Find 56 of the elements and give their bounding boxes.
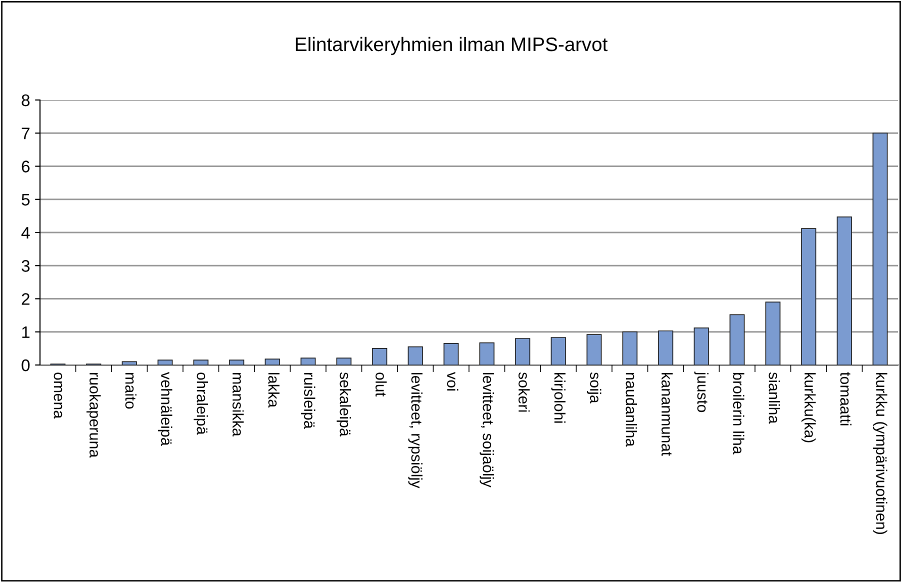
y-tick-label: 5 bbox=[22, 194, 30, 206]
y-tick-label: 1 bbox=[22, 326, 30, 338]
y-tick-label: 2 bbox=[22, 293, 30, 305]
chart-title: Elintarvikeryhmien ilman MIPS-arvot bbox=[296, 36, 608, 56]
bar bbox=[658, 330, 674, 365]
x-tick-label: kananmunat bbox=[662, 372, 673, 456]
bar bbox=[264, 358, 280, 365]
bar bbox=[586, 334, 602, 365]
y-tick-label: 6 bbox=[22, 160, 30, 172]
y-tick-label: 0 bbox=[22, 359, 30, 372]
bar bbox=[479, 342, 494, 365]
x-tick-label: naudanliha bbox=[626, 372, 637, 447]
x-tick-label: ruokaperuna bbox=[86, 372, 101, 458]
y-tick-label: 3 bbox=[22, 260, 30, 272]
x-tick-label: mansikka bbox=[232, 372, 244, 436]
bar bbox=[801, 228, 816, 365]
x-tick-label: voi bbox=[447, 372, 458, 390]
x-tick-label: vehnäleipä bbox=[158, 372, 172, 446]
bar bbox=[193, 360, 208, 365]
y-tick-label: 4 bbox=[21, 227, 30, 239]
x-tick-label: sianliha bbox=[768, 372, 780, 424]
bar bbox=[694, 327, 709, 365]
x-tick-label: levitteet, soijaöljy bbox=[480, 372, 494, 488]
bar bbox=[730, 314, 745, 365]
y-tick-label: 7 bbox=[22, 128, 30, 140]
bar bbox=[300, 358, 316, 365]
x-tick-label: ruisleipä bbox=[301, 372, 316, 429]
bar bbox=[158, 360, 173, 365]
bar bbox=[515, 338, 530, 365]
bar bbox=[550, 337, 566, 365]
x-tick-label: sekaleipä bbox=[336, 372, 351, 436]
x-tick-label: lakka bbox=[268, 372, 280, 408]
x-tick-label: levitteet, rypsiöljy bbox=[408, 372, 422, 488]
x-tick-label: maito bbox=[125, 372, 136, 409]
bar bbox=[122, 361, 137, 365]
bar bbox=[622, 331, 638, 365]
x-tick-label: kurkku (ympärivuotinen) bbox=[873, 372, 888, 534]
bar bbox=[444, 343, 459, 365]
bar bbox=[372, 348, 388, 365]
x-tick-label: broilerin liha bbox=[733, 372, 744, 454]
x-tick-label: soija bbox=[587, 372, 602, 404]
x-tick-label: kirjolohi bbox=[551, 372, 566, 423]
x-tick-label: ohraleipä bbox=[194, 372, 208, 435]
bar bbox=[408, 346, 423, 365]
bar bbox=[872, 132, 888, 365]
x-tick-label: tomaatti bbox=[840, 372, 852, 426]
x-tick-label: olut bbox=[376, 372, 387, 396]
x-tick-label: sokeri bbox=[518, 372, 530, 412]
bar bbox=[836, 216, 852, 365]
y-tick-label: 8 bbox=[22, 94, 30, 106]
x-tick-label: omena bbox=[54, 372, 62, 419]
x-tick-label: juusto bbox=[694, 372, 708, 412]
bar bbox=[765, 302, 780, 365]
bar bbox=[229, 360, 244, 365]
bar bbox=[336, 358, 352, 365]
x-tick-label: kurkku(ka) bbox=[802, 372, 816, 442]
